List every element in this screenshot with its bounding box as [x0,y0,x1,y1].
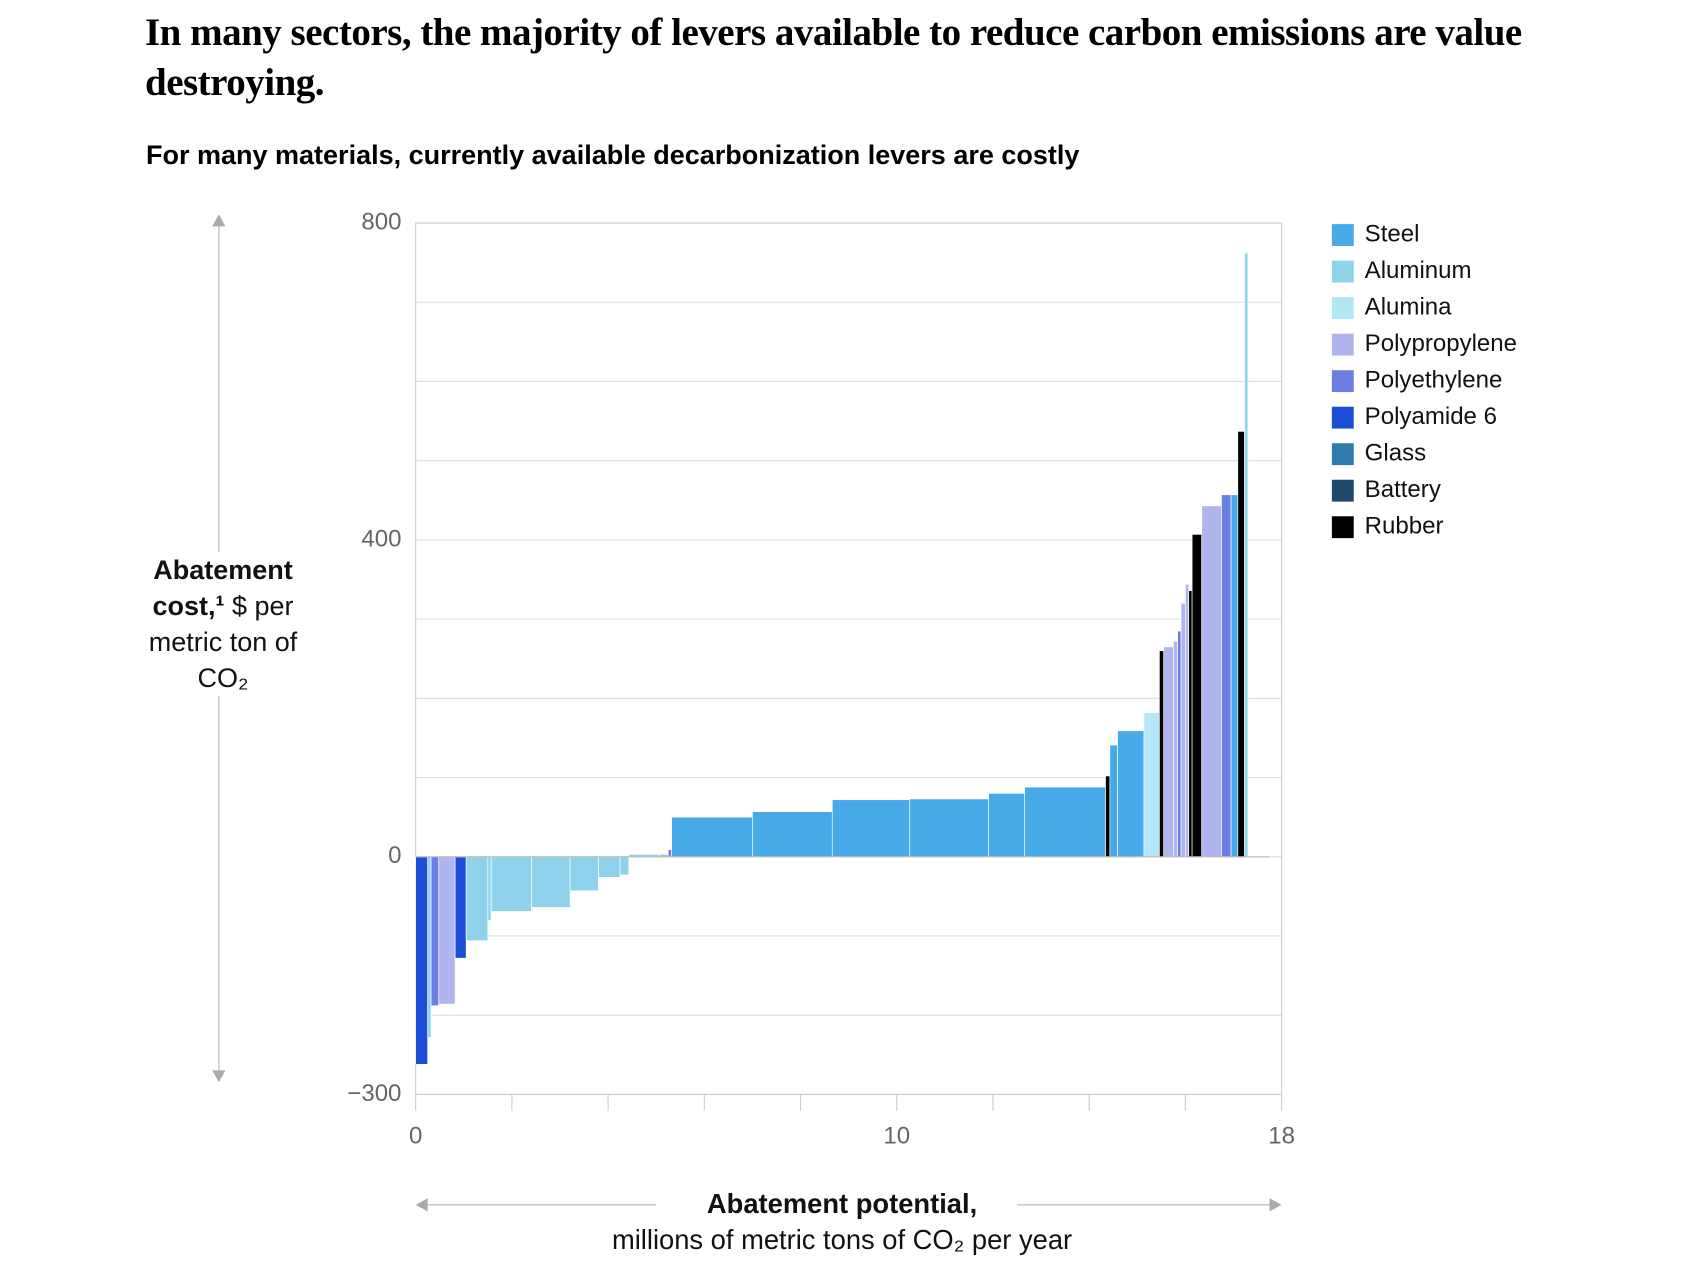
plot-frame [415,222,1283,1095]
lever-bar [1117,730,1145,858]
y-tick-label: 400 [361,525,401,552]
legend-swatch [1331,406,1354,429]
lever-bar [415,856,429,1065]
legend-label: Glass [1365,440,1426,467]
legend-swatch [1331,333,1354,356]
legend-label: Rubber [1365,513,1444,540]
lever-bar [1188,590,1193,858]
lever-bar [1185,583,1190,858]
y-label-bold: Abatement cost,¹ [152,555,293,621]
lever-bar [1177,630,1182,858]
legend-swatch [1331,443,1354,466]
x-label-bold: Abatement potential, [707,1188,977,1219]
x-tick-label: 10 [883,1122,910,1149]
legend-swatch [1331,479,1354,502]
lever-bar [1244,252,1249,858]
lever-bar [490,856,532,912]
legend-swatch [1331,516,1354,539]
legend-label: Aluminum [1365,257,1472,284]
legend-label: Steel [1365,220,1420,247]
lever-bar [667,849,672,858]
x-tick-label: 18 [1268,1122,1295,1149]
legend-label: Polyamide 6 [1365,403,1497,430]
lever-bar [831,799,911,858]
y-tick-label: 0 [388,842,401,869]
legend-swatch [1331,297,1354,320]
lever-bar [487,856,492,921]
lever-bar [465,856,489,942]
lever-bar [1163,646,1174,858]
y-label: Abatement cost,¹ $ per metric ton of CO₂ [123,552,323,696]
lever-bar [1221,494,1232,858]
x-label-bg [656,1186,1017,1252]
legend-label: Polypropylene [1365,330,1517,357]
legend-label: Alumina [1365,293,1453,320]
lever-bar [1143,712,1160,858]
y-tick-label: −300 [347,1080,401,1107]
legend-swatch [1331,260,1354,283]
lever-bar [569,856,599,892]
lever-bar [1109,744,1118,858]
y-label-text: $ per metric ton of CO₂ [148,591,298,693]
legend-label: Polyethylene [1365,366,1503,393]
lever-bar [1237,431,1245,858]
lever-bar [598,856,621,878]
y-tick-label: 800 [361,208,401,235]
lever-bar [1191,534,1203,858]
lever-bar [1180,602,1186,858]
legend-swatch [1331,370,1354,393]
lever-bar [1173,640,1179,858]
legend-label: Battery [1365,476,1441,503]
title: In many sectors, the majority of levers … [145,11,1522,104]
legend-swatch [1331,224,1354,246]
lever-bar [1024,786,1106,858]
lever-bar [531,856,571,908]
lever-bar [1159,650,1165,858]
lever-bar [909,798,989,858]
lever-bar [619,856,630,876]
lever-bar [988,793,1026,858]
x-label: millions of metric tons of CO₂ per year [612,1224,1072,1255]
subtitle: For many materials, currently available … [146,140,1080,170]
lever-bar [752,811,833,858]
lever-bar [438,856,456,1005]
lever-bar [1201,505,1222,858]
lever-bar [430,856,440,1007]
lever-bar [1230,494,1239,858]
lever-bar [427,856,432,1038]
lever-bar [1105,775,1111,858]
x-tick-label: 0 [409,1122,422,1149]
lever-bar [454,856,467,959]
lever-bar [671,816,753,858]
